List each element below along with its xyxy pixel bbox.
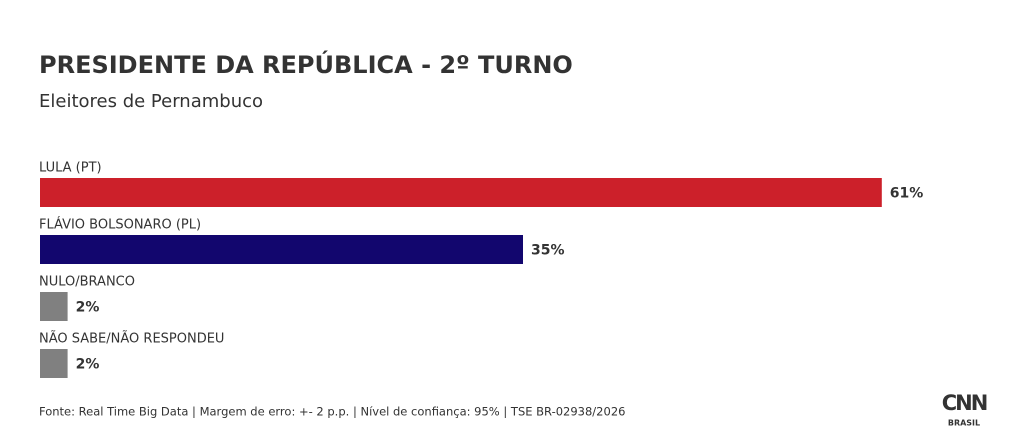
value-label: 35% [531, 243, 565, 259]
value-label: 2% [76, 300, 100, 316]
bar [40, 235, 523, 264]
value-label: 61% [890, 186, 924, 202]
category-label: FLÁVIO BOLSONARO (PL) [39, 217, 201, 233]
bar [40, 178, 882, 207]
chart-title: PRESIDENTE DA REPÚBLICA - 2º TURNO [39, 49, 573, 79]
logo: CNN [942, 391, 987, 415]
chart-subtitle: Eleitores de Pernambuco [39, 91, 263, 112]
category-label: NULO/BRANCO [39, 275, 135, 290]
bar [40, 349, 68, 378]
value-label: 2% [76, 357, 100, 373]
logo-subtext: BRASIL [948, 419, 980, 428]
category-label: LULA (PT) [39, 161, 102, 176]
source: Fonte: Real Time Big Data | Margem de er… [39, 405, 625, 419]
bar [40, 292, 68, 321]
category-label: NÃO SABE/NÃO RESPONDEU [39, 331, 224, 347]
